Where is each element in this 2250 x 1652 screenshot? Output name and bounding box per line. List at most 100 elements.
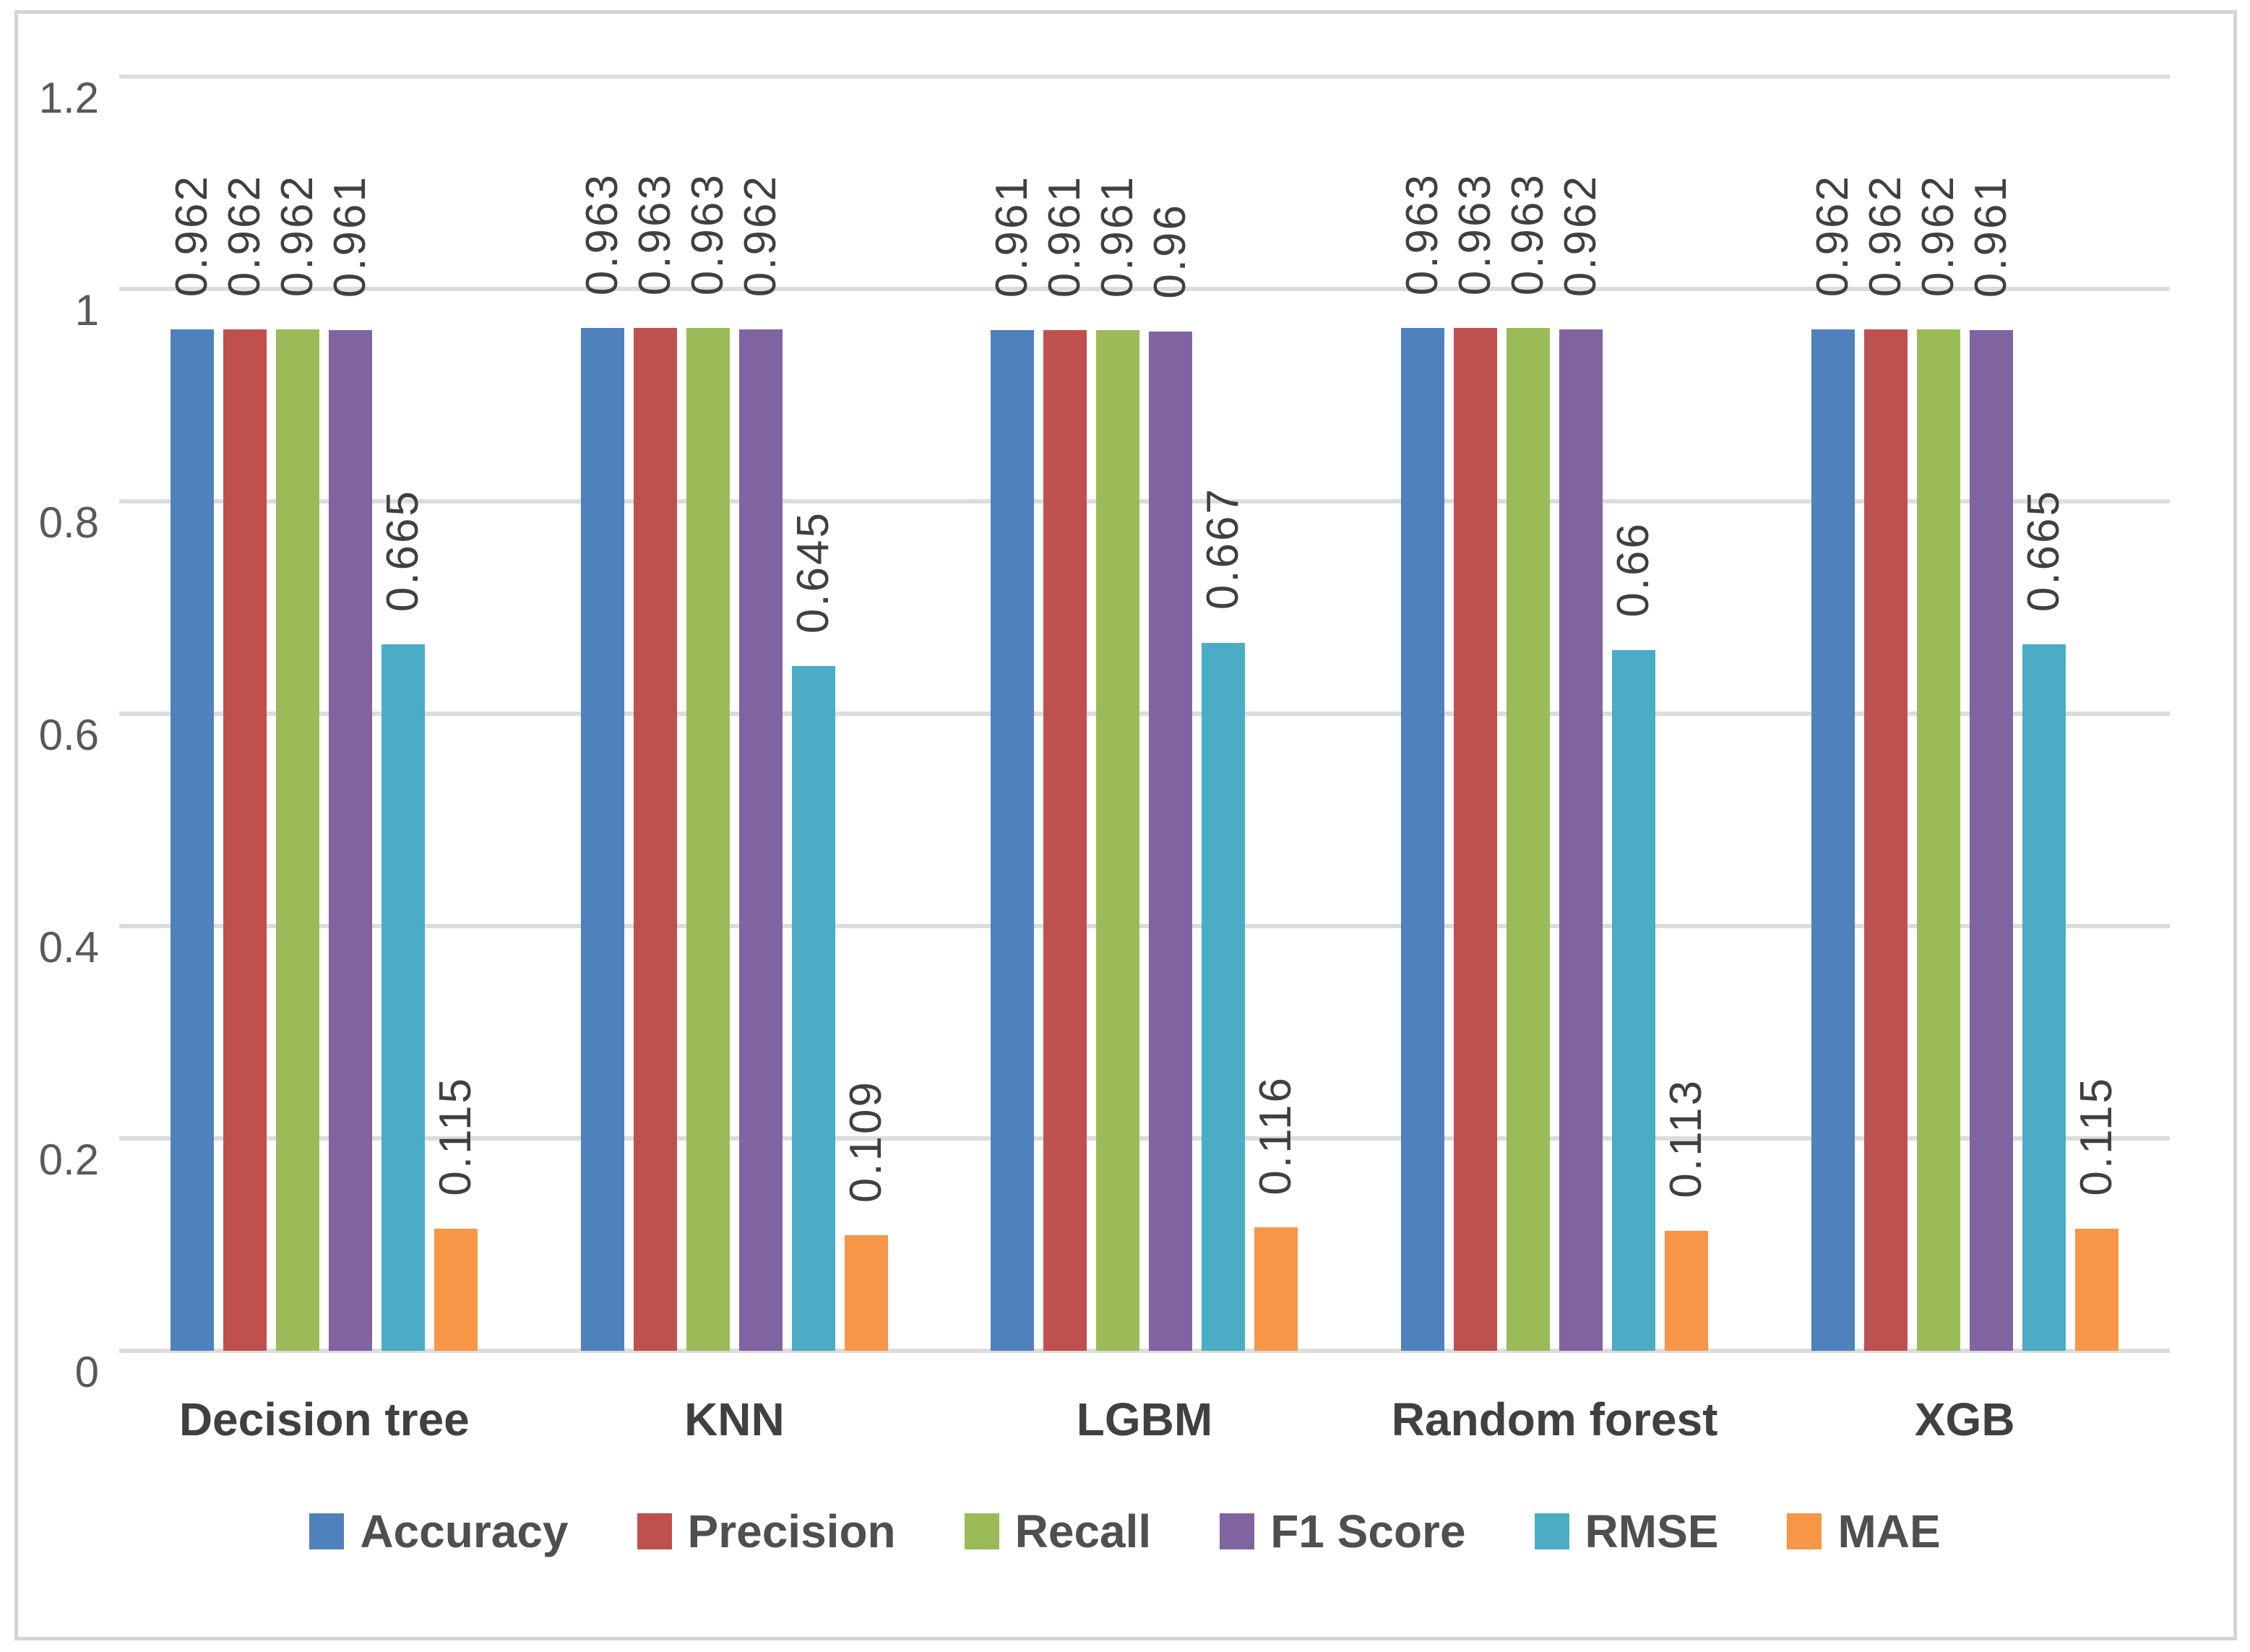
bar-value-label: 0.66 bbox=[1608, 522, 1659, 618]
y-axis-tick-label: 0.8 bbox=[38, 498, 99, 548]
bar-accuracy: 0.963 bbox=[577, 173, 627, 1351]
bar-rmse: 0.665 bbox=[2019, 489, 2069, 1351]
bar-f1-score: 0.962 bbox=[1556, 174, 1605, 1351]
bar-f1-score: 0.961 bbox=[325, 175, 375, 1351]
legend-swatch-icon bbox=[637, 1513, 672, 1549]
bar-recall: 0.962 bbox=[272, 174, 322, 1351]
legend-label: RMSE bbox=[1585, 1505, 1719, 1557]
category-label-lgbm: LGBM bbox=[1076, 1393, 1213, 1445]
y-axis-tick-label: 1.2 bbox=[38, 74, 99, 122]
bar-value-label: 0.963 bbox=[1503, 173, 1553, 296]
bar-value-label: 0.109 bbox=[840, 1079, 891, 1203]
bar-accuracy: 0.962 bbox=[167, 174, 217, 1351]
bar-value-label: 0.961 bbox=[987, 175, 1038, 298]
y-axis-tick-label: 0.2 bbox=[38, 1136, 99, 1185]
bar-value-label: 0.962 bbox=[1807, 173, 1858, 297]
y-axis-tick-label: 0.4 bbox=[38, 923, 99, 972]
gridline bbox=[119, 74, 2170, 79]
gridline bbox=[119, 1136, 2170, 1141]
legend-swatch-icon bbox=[1787, 1513, 1822, 1549]
legend-item-recall: Recall bbox=[964, 1505, 1152, 1557]
bar-group-xgb: 0.962 0.962 0.962 0.961 0.665 0.115 bbox=[1759, 77, 2170, 1351]
bar-value-label: 0.963 bbox=[1397, 173, 1448, 296]
bar-precision: 0.961 bbox=[1040, 175, 1090, 1351]
bar-f1-score: 0.961 bbox=[1966, 175, 2016, 1351]
bar-mae: 0.115 bbox=[431, 1076, 480, 1351]
bar-value-label: 0.115 bbox=[2071, 1076, 2121, 1196]
legend: Accuracy Precision Recall F1 Score RMSE MAE bbox=[0, 1508, 2250, 1554]
bar-value-label: 0.962 bbox=[735, 173, 785, 297]
legend-swatch-icon bbox=[1220, 1513, 1255, 1549]
plot-area: 0 0.2 0.4 0.6 0.8 1 1.2 0.962 0.962 0.962 0.961 0.6… bbox=[39, 74, 2170, 1394]
bar-f1-score: 0.962 bbox=[736, 174, 785, 1351]
legend-swatch-icon bbox=[964, 1513, 999, 1549]
legend-item-mae: MAE bbox=[1787, 1505, 1941, 1557]
legend-item-accuracy: Accuracy bbox=[309, 1505, 569, 1557]
category-label-xgb: XGB bbox=[1914, 1393, 2015, 1445]
bar-group-decision-tree: 0.962 0.962 0.962 0.961 0.665 0.115 bbox=[119, 77, 530, 1351]
gridline bbox=[119, 499, 2170, 504]
y-axis-tick-label: 0.6 bbox=[38, 711, 99, 759]
legend-swatch-icon bbox=[309, 1513, 345, 1549]
bar-value-label: 0.962 bbox=[272, 173, 323, 297]
bar-mae: 0.113 bbox=[1661, 1078, 1711, 1351]
legend-item-f1-score: F1 Score bbox=[1220, 1505, 1466, 1557]
y-axis-tick-label: 0 bbox=[74, 1348, 99, 1396]
bar-precision: 0.962 bbox=[1861, 174, 1910, 1351]
bar-value-label: 0.962 bbox=[220, 173, 270, 297]
legend-swatch-icon bbox=[1534, 1513, 1569, 1549]
gridline bbox=[119, 287, 2170, 291]
category-axis: Decision tree KNN LGBM Random forest XGB bbox=[119, 1393, 2170, 1458]
gridline bbox=[119, 924, 2170, 929]
bar-f1-score: 0.96 bbox=[1145, 203, 1195, 1351]
chart-outer-border bbox=[14, 10, 2237, 1640]
bar-value-label: 0.961 bbox=[1965, 175, 2016, 298]
bar-value-label: 0.963 bbox=[682, 173, 733, 296]
bar-value-label: 0.961 bbox=[1040, 175, 1090, 298]
bar-value-label: 0.667 bbox=[1198, 487, 1249, 610]
bar-mae: 0.109 bbox=[841, 1080, 891, 1351]
bar-value-label: 0.962 bbox=[1913, 173, 1963, 297]
y-axis-tick-label: 1 bbox=[74, 286, 99, 334]
bar-mae: 0.115 bbox=[2072, 1076, 2121, 1351]
bar-rmse: 0.645 bbox=[788, 511, 838, 1351]
bar-recall: 0.961 bbox=[1092, 175, 1142, 1351]
category-label-random-forest: Random forest bbox=[1391, 1393, 1718, 1445]
bar-recall: 0.963 bbox=[683, 173, 733, 1351]
bar-value-label: 0.963 bbox=[577, 173, 627, 296]
bar-value-label: 0.665 bbox=[2018, 489, 2069, 613]
bar-value-label: 0.115 bbox=[431, 1076, 481, 1196]
legend-label: Recall bbox=[1014, 1505, 1152, 1557]
bar-group-lgbm: 0.961 0.961 0.961 0.96 0.667 0.116 bbox=[939, 77, 1350, 1351]
bar-rmse: 0.665 bbox=[378, 489, 428, 1351]
bar-value-label: 0.963 bbox=[629, 173, 680, 296]
category-label-knn: KNN bbox=[684, 1393, 785, 1445]
bar-group-random-forest: 0.963 0.963 0.963 0.962 0.66 0.113 bbox=[1350, 77, 1760, 1351]
bar-recall: 0.962 bbox=[1913, 174, 1963, 1351]
bar-value-label: 0.963 bbox=[1450, 173, 1501, 296]
bar-value-label: 0.665 bbox=[378, 489, 428, 613]
bar-value-label: 0.962 bbox=[167, 173, 217, 297]
bar-mae: 0.116 bbox=[1251, 1076, 1301, 1351]
bar-value-label: 0.961 bbox=[1092, 175, 1143, 298]
bar-accuracy: 0.963 bbox=[1397, 173, 1447, 1351]
legend-label: MAE bbox=[1837, 1505, 1941, 1557]
legend-label: F1 Score bbox=[1270, 1505, 1466, 1557]
bar-accuracy: 0.962 bbox=[1808, 174, 1858, 1351]
bar-group-knn: 0.963 0.963 0.963 0.962 0.645 0.109 bbox=[530, 77, 940, 1351]
bar-value-label: 0.96 bbox=[1145, 203, 1196, 299]
bar-precision: 0.962 bbox=[220, 174, 270, 1351]
gridline bbox=[119, 712, 2170, 716]
legend-label: Precision bbox=[687, 1505, 896, 1557]
bar-value-label: 0.962 bbox=[1556, 173, 1606, 297]
category-label-decision-tree: Decision tree bbox=[178, 1393, 470, 1445]
legend-item-rmse: RMSE bbox=[1534, 1505, 1719, 1557]
bar-rmse: 0.667 bbox=[1198, 487, 1248, 1351]
bar-value-label: 0.645 bbox=[788, 510, 838, 633]
bar-value-label: 0.961 bbox=[325, 175, 376, 298]
bar-precision: 0.963 bbox=[630, 173, 680, 1351]
bar-value-label: 0.962 bbox=[1860, 173, 1910, 297]
legend-item-precision: Precision bbox=[637, 1508, 896, 1554]
legend-label: Accuracy bbox=[360, 1505, 569, 1557]
